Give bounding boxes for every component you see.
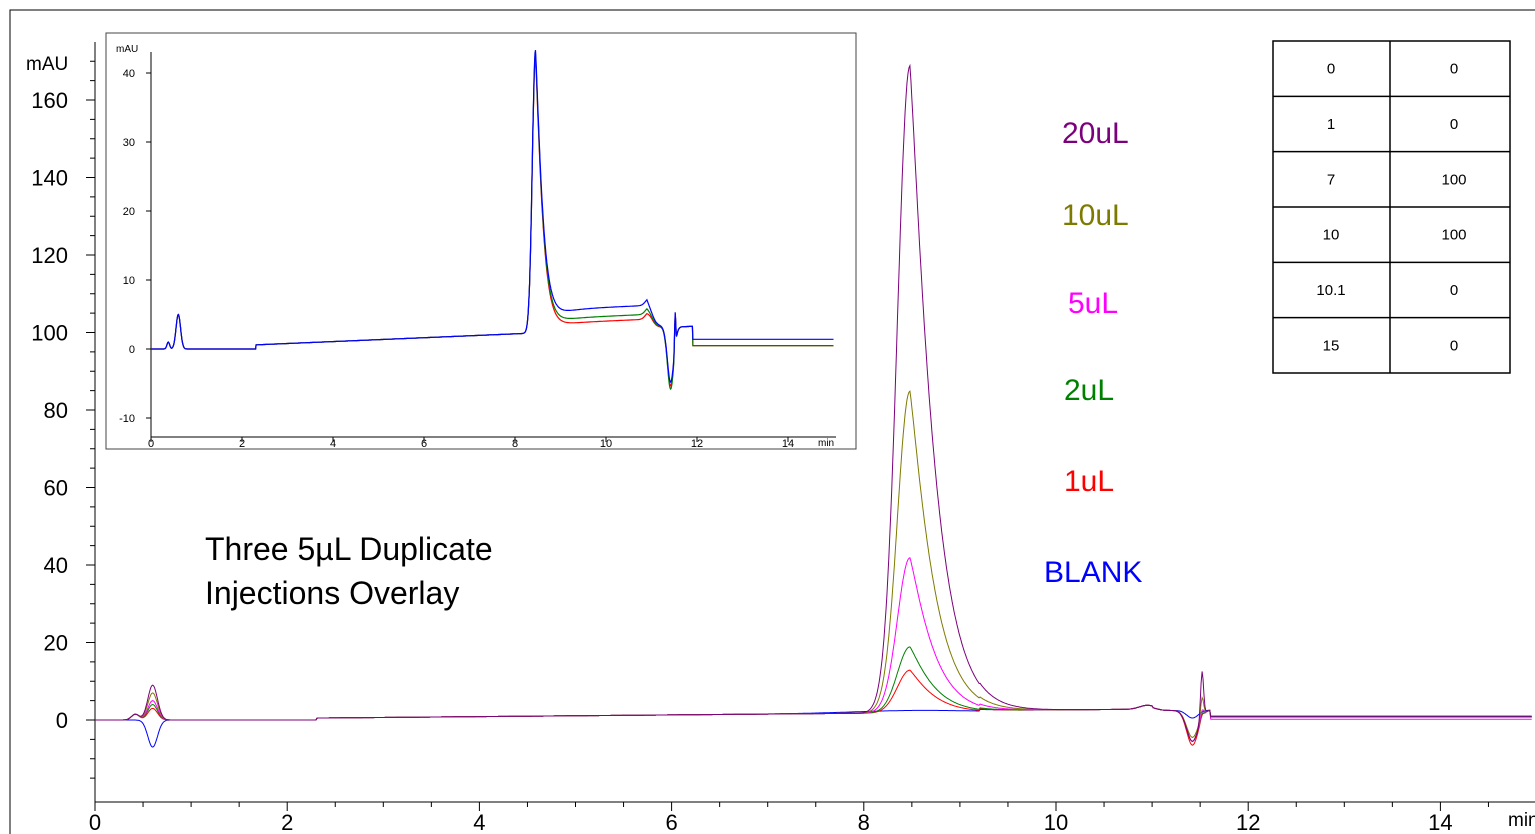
gradient-table-percent: 0 <box>1450 282 1458 299</box>
inset-x-tick-label: 6 <box>421 438 427 450</box>
main-x-tick-label: 6 <box>665 810 677 834</box>
inset-y-tick-label: 40 <box>123 68 135 80</box>
main-x-tick-label: 10 <box>1044 810 1068 834</box>
inset-y-tick-label: -10 <box>119 413 135 425</box>
overlay-annotation-line-1: Three 5µL Duplicate <box>205 531 493 567</box>
main-x-tick-label: 2 <box>281 810 293 834</box>
gradient-table-time: 10 <box>1323 227 1340 244</box>
legend-label-2ul: 2uL <box>1064 374 1114 407</box>
gradient-table-time: 15 <box>1323 337 1340 354</box>
inset-x-tick-label: 0 <box>148 438 154 450</box>
main-x-tick-label: 0 <box>89 810 101 834</box>
gradient-table-time: 0 <box>1327 61 1335 78</box>
main-y-tick-label: 160 <box>31 88 68 113</box>
inset-x-unit: min <box>818 438 834 449</box>
main-x-unit: min <box>1508 810 1535 831</box>
inset-x-tick-label: 12 <box>691 438 703 450</box>
legend-label-5ul: 5uL <box>1068 287 1118 320</box>
inset-x-tick-label: 14 <box>782 438 794 450</box>
gradient-table-time: 10.1 <box>1316 282 1345 299</box>
inset-y-tick-label: 20 <box>123 206 135 218</box>
outer-frame <box>9 9 1535 834</box>
inset-frame <box>105 32 857 450</box>
inset-x-tick-label: 4 <box>330 438 336 450</box>
inset-series-line <box>151 49 834 384</box>
inset-y-tick-label: 10 <box>123 275 135 287</box>
series-line-blank <box>95 704 1532 748</box>
inset-x-tick-label: 10 <box>600 438 612 450</box>
overlay-annotation-line-2: Injections Overlay <box>205 575 459 611</box>
inset-x-tick-label: 8 <box>512 438 518 450</box>
main-y-tick-label: 20 <box>44 631 68 656</box>
main-y-tick-label: 140 <box>31 166 68 191</box>
legend-label-10ul: 10uL <box>1062 199 1129 232</box>
series-line-2ul <box>95 646 1532 742</box>
main-y-unit: mAU <box>26 54 68 75</box>
main-x-tick-label: 14 <box>1428 810 1452 834</box>
inset-x-tick-label: 2 <box>239 438 245 450</box>
legend-label-1ul: 1uL <box>1064 465 1114 498</box>
gradient-table-percent: 100 <box>1441 171 1466 188</box>
main-y-tick-label: 40 <box>44 553 68 578</box>
main-y-tick-label: 60 <box>44 476 68 501</box>
gradient-table-percent: 0 <box>1450 337 1458 354</box>
legend-label-20ul: 20uL <box>1062 117 1129 150</box>
series-line-20ul <box>95 63 1532 742</box>
main-y-tick-label: 100 <box>31 321 68 346</box>
main-x-tick-label: 4 <box>473 810 485 834</box>
gradient-table-time: 7 <box>1327 171 1335 188</box>
inset-y-unit: mAU <box>116 44 138 55</box>
main-x-tick-label: 12 <box>1236 810 1260 834</box>
inset-y-tick-label: 30 <box>123 137 135 149</box>
main-y-tick-label: 120 <box>31 243 68 268</box>
legend-label-blank: BLANK <box>1044 556 1142 589</box>
main-y-tick-label: 0 <box>56 708 68 733</box>
main-x-tick-label: 8 <box>858 810 870 834</box>
main-y-tick-label: 80 <box>44 398 68 423</box>
gradient-table-percent: 0 <box>1450 61 1458 78</box>
inset-y-tick-label: 0 <box>129 344 135 356</box>
gradient-table-time: 1 <box>1327 116 1335 133</box>
gradient-table-percent: 0 <box>1450 116 1458 133</box>
gradient-table-percent: 100 <box>1441 227 1466 244</box>
series-line-1ul <box>95 669 1532 746</box>
